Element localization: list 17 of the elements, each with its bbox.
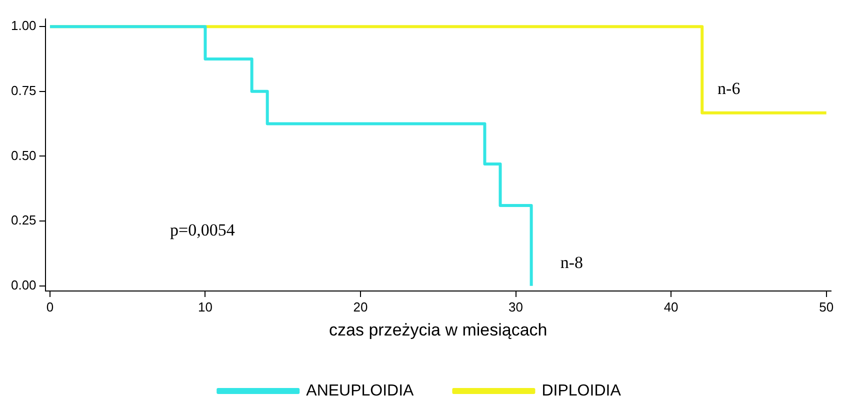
- y-tick-label: 0.25: [10, 212, 36, 228]
- annotation: p=0,0054: [170, 220, 236, 240]
- x-tick-label: 30: [508, 299, 524, 314]
- y-tick-label: 0.75: [10, 82, 36, 98]
- x-tick-label: 0: [46, 299, 54, 314]
- x-tick-label: 40: [664, 299, 678, 314]
- x-tick-label: 10: [198, 299, 212, 314]
- x-axis-title: czas przeżycia w miesiącach: [329, 320, 548, 340]
- x-tick-label: 50: [819, 299, 834, 314]
- legend-label: DIPLOIDIA: [542, 382, 622, 400]
- y-tick-label: 0.50: [10, 148, 36, 163]
- annotation: n-6: [718, 79, 740, 98]
- x-tick-label: 20: [353, 299, 368, 314]
- annotation: n-8: [560, 253, 584, 272]
- y-tick-label: 1.00: [10, 18, 36, 34]
- y-tick-label: 0.00: [10, 277, 36, 292]
- legend-label: ANEUPLOIDIA: [306, 382, 414, 400]
